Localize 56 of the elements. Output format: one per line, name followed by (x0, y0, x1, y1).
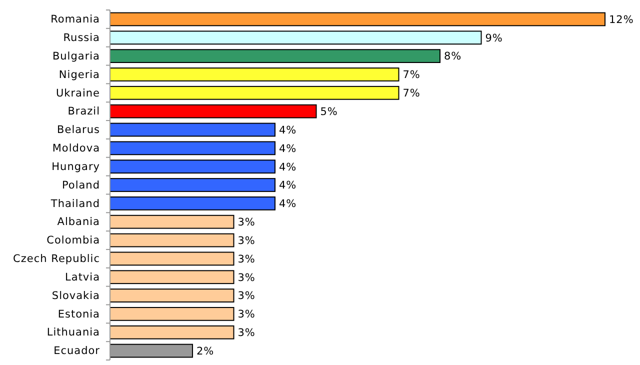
bar (110, 178, 276, 192)
data-label: 7% (402, 69, 420, 82)
data-label: 7% (402, 88, 420, 100)
bar (110, 196, 276, 210)
bar (110, 214, 234, 229)
y-tick-label: Russia (63, 32, 100, 44)
data-label: 3% (238, 216, 256, 229)
data-label: 3% (238, 253, 256, 266)
y-tick-label: Hungary (52, 160, 100, 173)
y-tick-label: Latvia (65, 271, 100, 284)
y-tick-label: Ukraine (56, 87, 100, 100)
bar (110, 12, 606, 26)
bar (110, 233, 234, 248)
data-label: 2% (196, 345, 214, 358)
bar (110, 86, 400, 100)
bar (110, 68, 400, 82)
y-tick-label: Lithuania (46, 326, 100, 339)
data-label: 4% (279, 142, 297, 155)
bar (110, 288, 234, 302)
y-tick-label: Estonia (58, 308, 100, 320)
data-label: 3% (238, 234, 256, 247)
y-tick-label: Belarus (57, 124, 100, 136)
data-label: 4% (279, 180, 297, 192)
y-tick-label: Poland (62, 179, 100, 192)
data-label: 3% (238, 308, 256, 321)
bar (110, 141, 276, 156)
y-tick-label: Albania (57, 216, 100, 228)
data-label: 12% (609, 14, 634, 26)
bar (110, 160, 276, 174)
bar (110, 307, 234, 321)
y-tick-label: Ecuador (54, 345, 100, 358)
data-label: 8% (444, 50, 462, 63)
data-label: 3% (238, 290, 256, 302)
data-label: 9% (485, 32, 503, 44)
data-label: 4% (279, 124, 297, 136)
data-label: 4% (279, 161, 297, 174)
y-tick-label: Slovakia (52, 290, 100, 302)
bar (110, 104, 317, 118)
y-tick-label: Bulgaria (52, 50, 100, 62)
data-label: 3% (238, 272, 256, 284)
y-tick-label: Thailand (50, 198, 100, 210)
bar (110, 30, 482, 45)
bar (110, 252, 234, 266)
y-tick-label: Czech Republic (13, 253, 100, 266)
y-tick-label: Romania (50, 14, 100, 26)
y-tick-label: Brazil (68, 106, 100, 118)
data-label: 4% (279, 198, 297, 210)
y-tick-label: Colombia (46, 234, 100, 247)
y-tick-label: Nigeria (58, 68, 100, 81)
bar (110, 122, 276, 137)
bar (110, 49, 440, 63)
data-label: 5% (320, 106, 338, 118)
y-tick-label: Moldova (52, 142, 100, 155)
data-label: 3% (238, 327, 256, 340)
bar (110, 270, 234, 284)
bar (110, 325, 234, 340)
